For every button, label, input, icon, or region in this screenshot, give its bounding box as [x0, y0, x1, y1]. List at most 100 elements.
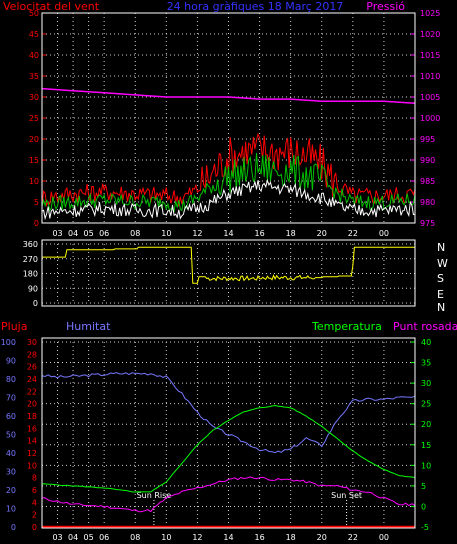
climate-hour-tick-12: 12 [192, 533, 202, 542]
rain-tick-0: 0 [32, 523, 37, 532]
wind-speed-tick-25: 25 [29, 114, 39, 123]
humidity-tick-90: 90 [6, 357, 16, 366]
wind-speed-tick-30: 30 [29, 93, 39, 102]
pressure-tick-1020: 1020 [420, 30, 440, 39]
rain-axis-label: Pluja [1, 320, 27, 333]
rain-tick-10: 10 [27, 461, 37, 470]
rain-tick-24: 24 [27, 375, 37, 384]
temperature-tick-25: 25 [421, 400, 431, 409]
direction-tick-0: 0 [33, 299, 38, 308]
wind-hour-tick-06: 06 [99, 229, 109, 238]
pressure-tick-1010: 1010 [420, 72, 440, 81]
direction-series [42, 246, 415, 284]
wind-hour-tick-03: 03 [52, 229, 62, 238]
temperature-tick-20: 20 [421, 420, 431, 429]
rain-tick-4: 4 [32, 498, 37, 507]
wind-speed-tick-0: 0 [34, 219, 39, 228]
sun-marker-label-sun-rise: Sun Rise [137, 491, 172, 500]
wind-speed-ticks: 0 5 10 15 20 25 30 35 40 45 50 [29, 9, 46, 228]
wind-average-line [41, 178, 416, 221]
humidity-axis-label: Humitat [66, 320, 111, 333]
wind-panel-frame [41, 12, 416, 224]
pressure-axis-label: Pressió [366, 0, 405, 13]
temperature-tick-30: 30 [421, 379, 431, 388]
humidity-tick-40: 40 [6, 449, 16, 458]
climate-panel-frame [41, 337, 416, 529]
climate-panel-grid [42, 341, 415, 528]
rain-tick-20: 20 [27, 400, 37, 409]
pressure-tick-1000: 1000 [420, 114, 440, 123]
temperature-line [41, 404, 416, 493]
sun-markers: Sun Rise Sun Set [137, 491, 362, 527]
humidity-tick-50: 50 [6, 431, 16, 440]
wind-hour-tick-10: 10 [161, 229, 171, 238]
humidity-line [41, 372, 416, 454]
pressure-tick-995: 995 [420, 135, 435, 144]
wind-hour-tick-05: 05 [84, 229, 94, 238]
wind-hour-tick-22: 22 [348, 229, 358, 238]
humidity-ticks: 0 10 20 30 40 50 60 70 80 90 100 [1, 338, 16, 532]
temperature-tick-5: -5 [421, 523, 429, 532]
pressure-line [41, 87, 416, 105]
compass-label-e-3: E [437, 288, 444, 301]
climate-hour-tick-10: 10 [161, 533, 171, 542]
humidity-tick-60: 60 [6, 412, 16, 421]
climate-hour-tick-22: 22 [348, 533, 358, 542]
climate-hour-tick-16: 16 [254, 533, 264, 542]
pressure-tick-980: 980 [420, 198, 435, 207]
wind-hour-tick-14: 14 [223, 229, 233, 238]
wind-speed-tick-50: 50 [29, 9, 39, 18]
direction-panel-frame [41, 239, 416, 307]
wind-hour-tick-16: 16 [254, 229, 264, 238]
temperature-tick-5: 5 [421, 482, 426, 491]
rain-tick-14: 14 [27, 437, 37, 446]
dew-point-line [41, 476, 416, 513]
temperature-axis-label: Temperatura [311, 320, 382, 333]
climate-hour-tick-20: 20 [317, 533, 327, 542]
direction-tick-270: 270 [23, 255, 38, 264]
pressure-tick-1015: 1015 [420, 51, 440, 60]
climate-hour-tick-03: 03 [52, 533, 62, 542]
humidity-tick-100: 100 [1, 338, 16, 347]
pressure-tick-1025: 1025 [420, 9, 440, 18]
rain-tick-6: 6 [32, 486, 37, 495]
rain-tick-22: 22 [27, 387, 37, 396]
rain-tick-8: 8 [32, 474, 37, 483]
compass-label-w-1: W [437, 257, 448, 270]
chart-title: 24 hora gràfiques 18 Març 2017 [167, 0, 344, 13]
temperature-tick-40: 40 [421, 338, 431, 347]
dew-point-axis-label: Punt rosada [393, 320, 457, 333]
direction-tick-180: 180 [23, 270, 38, 279]
direction-tick-360: 360 [23, 240, 38, 249]
temperature-tick-0: 0 [421, 502, 426, 511]
climate-hour-tick-05: 05 [84, 533, 94, 542]
wind-speed-axis-label: Velocitat del vent [3, 0, 100, 13]
pressure-tick-1005: 1005 [420, 93, 440, 102]
wind-speed-tick-40: 40 [29, 51, 39, 60]
compass-label-s-2: S [437, 272, 444, 285]
temperature-tick-35: 35 [421, 359, 431, 368]
wind-speed-tick-20: 20 [29, 135, 39, 144]
humidity-tick-20: 20 [6, 486, 16, 495]
rain-tick-26: 26 [27, 363, 37, 372]
wind-panel-series [41, 87, 416, 221]
humidity-tick-30: 30 [6, 468, 16, 477]
rain-tick-12: 12 [27, 449, 37, 458]
climate-panel-hour-ticks: 03 04 05 06 08 10 12 14 16 18 20 22 00 [52, 533, 389, 542]
compass-label-n-0: N [437, 241, 445, 254]
climate-hour-tick-00: 00 [379, 533, 389, 542]
temperature-tick-10: 10 [421, 461, 431, 470]
wind-hour-tick-20: 20 [317, 229, 327, 238]
wind-gust-line [41, 152, 416, 213]
pressure-tick-985: 985 [420, 177, 435, 186]
direction-degree-ticks: 0 90 180 270 360 [23, 240, 38, 308]
climate-hour-tick-04: 04 [68, 533, 78, 542]
temperature-tick-15: 15 [421, 441, 431, 450]
pressure-tick-975: 975 [420, 219, 435, 228]
wind-speed-tick-10: 10 [29, 177, 39, 186]
sun-marker-label-sun-set: Sun Set [331, 491, 362, 500]
wind-speed-tick-35: 35 [29, 72, 39, 81]
rain-tick-30: 30 [27, 338, 37, 347]
climate-hour-tick-06: 06 [99, 533, 109, 542]
